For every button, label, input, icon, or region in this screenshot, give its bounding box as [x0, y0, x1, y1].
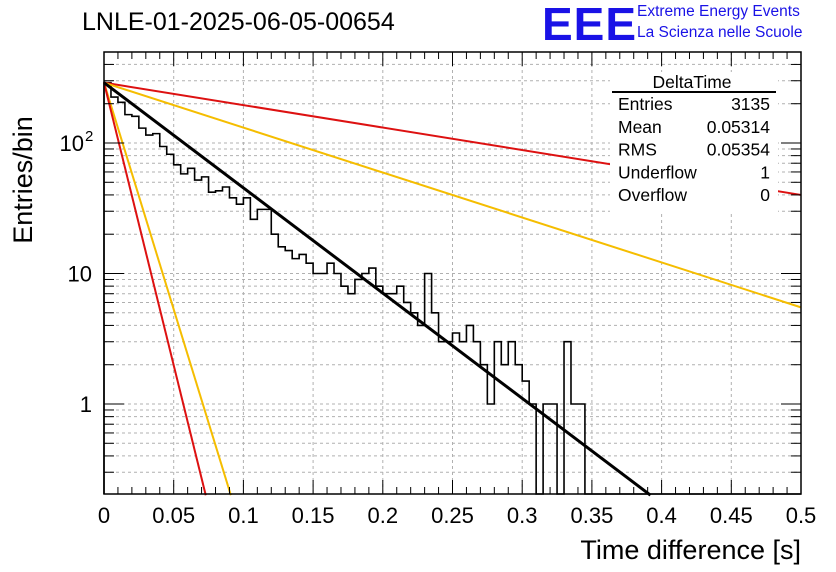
- x-tick-label: 0.35: [570, 503, 613, 528]
- y-tick-label: 10: [60, 131, 84, 156]
- y-axis-title: Entries/bin: [8, 116, 38, 244]
- tick-marks: [103, 52, 802, 494]
- x-tick-label: 0.4: [646, 503, 677, 528]
- stats-value: 1: [760, 162, 770, 182]
- stats-box: DeltaTime Entries 3135 Mean 0.05314 RMS 0.053…: [610, 72, 778, 212]
- x-tick-label: 0.25: [431, 503, 474, 528]
- fit-line-group: [103, 81, 652, 497]
- stats-value: 0: [760, 185, 770, 205]
- x-tick-label: 0.05: [152, 503, 195, 528]
- fit-line: [103, 81, 652, 497]
- stats-label: RMS: [618, 140, 657, 160]
- stats-label: Mean: [618, 117, 662, 137]
- plot-title: LNLE-01-2025-06-05-00654: [82, 8, 395, 36]
- grid: [104, 52, 801, 494]
- x-axis-title: Time difference [s]: [580, 535, 801, 565]
- stats-label: Overflow: [618, 185, 687, 205]
- exponential-curve: [103, 82, 207, 496]
- x-tick-labels: 0 0.05 0.1 0.15 0.2 0.25 0.3 0.35 0.4 0.45 0.5: [98, 503, 816, 528]
- y-tick-label: 10: [68, 262, 92, 287]
- stats-value: 3135: [731, 94, 770, 114]
- x-tick-label: 0: [98, 503, 110, 528]
- x-tick-label: 0.1: [228, 503, 259, 528]
- eee-logo: EEE: [542, 0, 638, 50]
- stats-label: Entries: [618, 94, 673, 114]
- stats-label: Underflow: [618, 162, 697, 182]
- x-tick-label: 0.2: [368, 503, 399, 528]
- y-tick-exponent: 2: [85, 128, 93, 145]
- y-tick-label: 1: [80, 392, 92, 417]
- stats-name: DeltaTime: [652, 72, 731, 92]
- x-tick-label: 0.15: [292, 503, 335, 528]
- exponential-curve: [103, 82, 232, 496]
- stats-box-background: [610, 72, 778, 212]
- x-tick-label: 0.45: [710, 503, 753, 528]
- logo-subtitle-1: Extreme Energy Events: [637, 3, 800, 20]
- exponential-curve: [103, 81, 802, 309]
- x-tick-label: 0.5: [786, 503, 817, 528]
- x-tick-label: 0.3: [507, 503, 538, 528]
- stats-value: 0.05314: [707, 117, 771, 137]
- logo-subtitle-2: La Scienza nelle Scuole: [637, 24, 803, 41]
- stats-value: 0.05354: [707, 140, 771, 160]
